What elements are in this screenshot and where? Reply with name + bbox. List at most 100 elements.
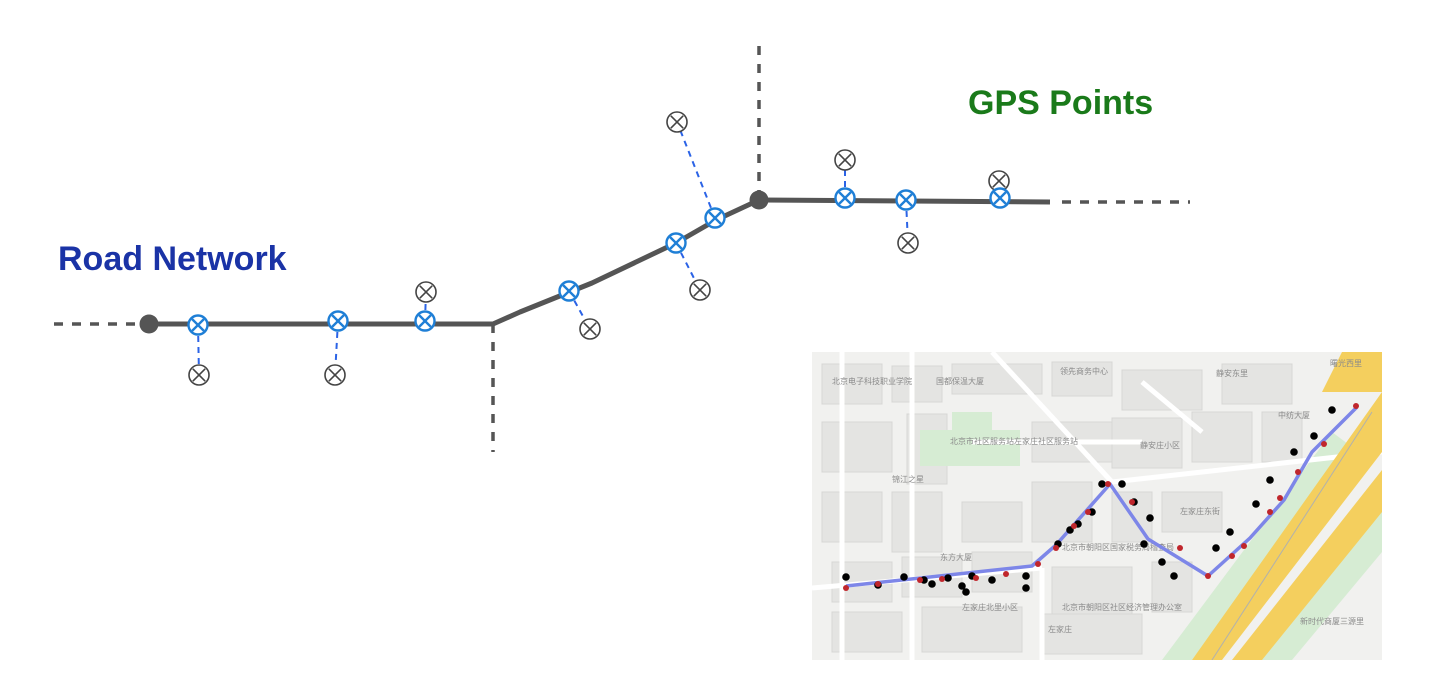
- road-network-label: Road Network: [58, 240, 287, 278]
- circle-x-stroke: [901, 236, 915, 250]
- raw-point-icon: [897, 232, 919, 254]
- projection-line: [197, 324, 200, 376]
- map-building-block: [891, 365, 943, 403]
- map-base: [812, 352, 1382, 660]
- map-matched-dot: [973, 575, 979, 581]
- map-gps-dots: [842, 403, 1359, 596]
- road-node-west: [139, 314, 159, 334]
- projection-line: [676, 121, 716, 219]
- map-place-label: 北京电子科技职业学院: [832, 376, 912, 386]
- circle-x-stroke: [331, 314, 345, 328]
- map-inset: 北京电子科技职业学院 国都保温大厦 领先商务中心 静安东里北京市社区服务站左家庄社区服…: [812, 352, 1382, 660]
- raw-point-icon: [324, 364, 346, 386]
- map-gps-dot: [1118, 480, 1126, 488]
- map-matched-dot: [1353, 403, 1359, 409]
- map-building-block: [1031, 481, 1093, 543]
- map-matched-dot: [1229, 553, 1235, 559]
- map-gps-dot: [1252, 500, 1260, 508]
- circle-x-stroke: [899, 193, 913, 207]
- circle-x-stroke: [583, 322, 597, 336]
- map-building-block: [1121, 369, 1203, 411]
- raw-point-icon: [188, 364, 210, 386]
- map-place-label: 静安东里: [1216, 368, 1248, 378]
- map-matched-dot: [1085, 509, 1091, 515]
- raw-point-icon: [415, 281, 437, 303]
- map-building-block: [1161, 491, 1223, 533]
- circle-x-stroke: [708, 211, 722, 225]
- matched-point-icon: [327, 310, 349, 332]
- map-green-area: [952, 412, 992, 434]
- circle-x-stroke: [562, 284, 576, 298]
- raw-gps-points: [188, 111, 1010, 386]
- raw-point-icon: [579, 318, 601, 340]
- map-gps-dot: [1022, 584, 1030, 592]
- map-highway-edge: [1211, 411, 1373, 660]
- map-matched-dot: [1071, 523, 1077, 529]
- map-place-label: 曙光西里: [1330, 358, 1362, 368]
- map-place-label: 静安庄小区: [1140, 440, 1180, 450]
- circle-x-stroke: [418, 314, 432, 328]
- map-gps-dot: [1170, 572, 1178, 580]
- matched-point-icon: [704, 207, 726, 229]
- map-place-label: 北京市社区服务站左家庄社区服务站: [950, 436, 1078, 446]
- map-building-block: [1051, 566, 1133, 618]
- map-matched-dot: [1003, 571, 1009, 577]
- map-gps-dot: [1158, 558, 1166, 566]
- map-matched-dot: [939, 576, 945, 582]
- map-building-block: [1151, 561, 1193, 613]
- map-green-area: [1162, 432, 1352, 660]
- circle-x-stroke: [419, 285, 433, 299]
- map-gps-dot: [1290, 448, 1298, 456]
- projection-line: [675, 242, 701, 291]
- circle-x-stroke: [993, 191, 1007, 205]
- map-matched-dot: [843, 585, 849, 591]
- map-place-label: 国都保温大厦: [936, 376, 984, 386]
- matched-point-icon: [834, 187, 856, 209]
- map-gps-dot: [842, 573, 850, 581]
- map-building-block: [1191, 411, 1253, 463]
- circle-x-stroke: [838, 191, 852, 205]
- map-matched-dot: [1295, 469, 1301, 475]
- map-gps-dot: [1146, 514, 1154, 522]
- map-gps-dot: [1328, 406, 1336, 414]
- matched-point-icon: [187, 314, 209, 336]
- map-matched-dot: [1321, 441, 1327, 447]
- map-building-block: [1221, 363, 1293, 405]
- map-place-label: 左家庄东街: [1180, 506, 1220, 516]
- map-building-block: [921, 606, 1023, 653]
- map-gps-dot: [900, 573, 908, 581]
- map-building-block: [821, 491, 883, 543]
- map-place-label: 东方大厦: [940, 552, 972, 562]
- map-gps-dot: [1212, 544, 1220, 552]
- map-green-area: [920, 430, 1020, 466]
- raw-point-icon: [834, 149, 856, 171]
- map-place-label: 锦江之星: [892, 474, 924, 484]
- map-matched-dot: [1205, 573, 1211, 579]
- map-building-block: [1051, 361, 1113, 397]
- map-matched-dot: [1267, 509, 1273, 515]
- map-gps-dot: [1022, 572, 1030, 580]
- map-gps-dot: [958, 582, 966, 590]
- map-building-block: [891, 491, 943, 553]
- map-building-block: [1041, 613, 1143, 655]
- circle-x-stroke: [693, 283, 707, 297]
- map-matched-route: [845, 405, 1359, 588]
- matched-point-icon: [895, 189, 917, 211]
- circle-x-stroke: [669, 236, 683, 250]
- map-highway: [1192, 392, 1382, 660]
- map-matched-dot: [1053, 545, 1059, 551]
- map-matched-dot: [1177, 545, 1183, 551]
- map-gps-dot: [1226, 528, 1234, 536]
- map-matched-dot: [1241, 543, 1247, 549]
- circle-x-stroke: [992, 174, 1006, 188]
- map-gps-dot: [988, 576, 996, 584]
- map-gps-dot: [1140, 540, 1148, 548]
- matched-point-icon: [989, 187, 1011, 209]
- map-building-block: [961, 501, 1023, 543]
- map-place-label: 左家庄: [1048, 624, 1072, 634]
- circle-x-stroke: [191, 318, 205, 332]
- raw-point-icon: [666, 111, 688, 133]
- map-route-line: [845, 405, 1359, 588]
